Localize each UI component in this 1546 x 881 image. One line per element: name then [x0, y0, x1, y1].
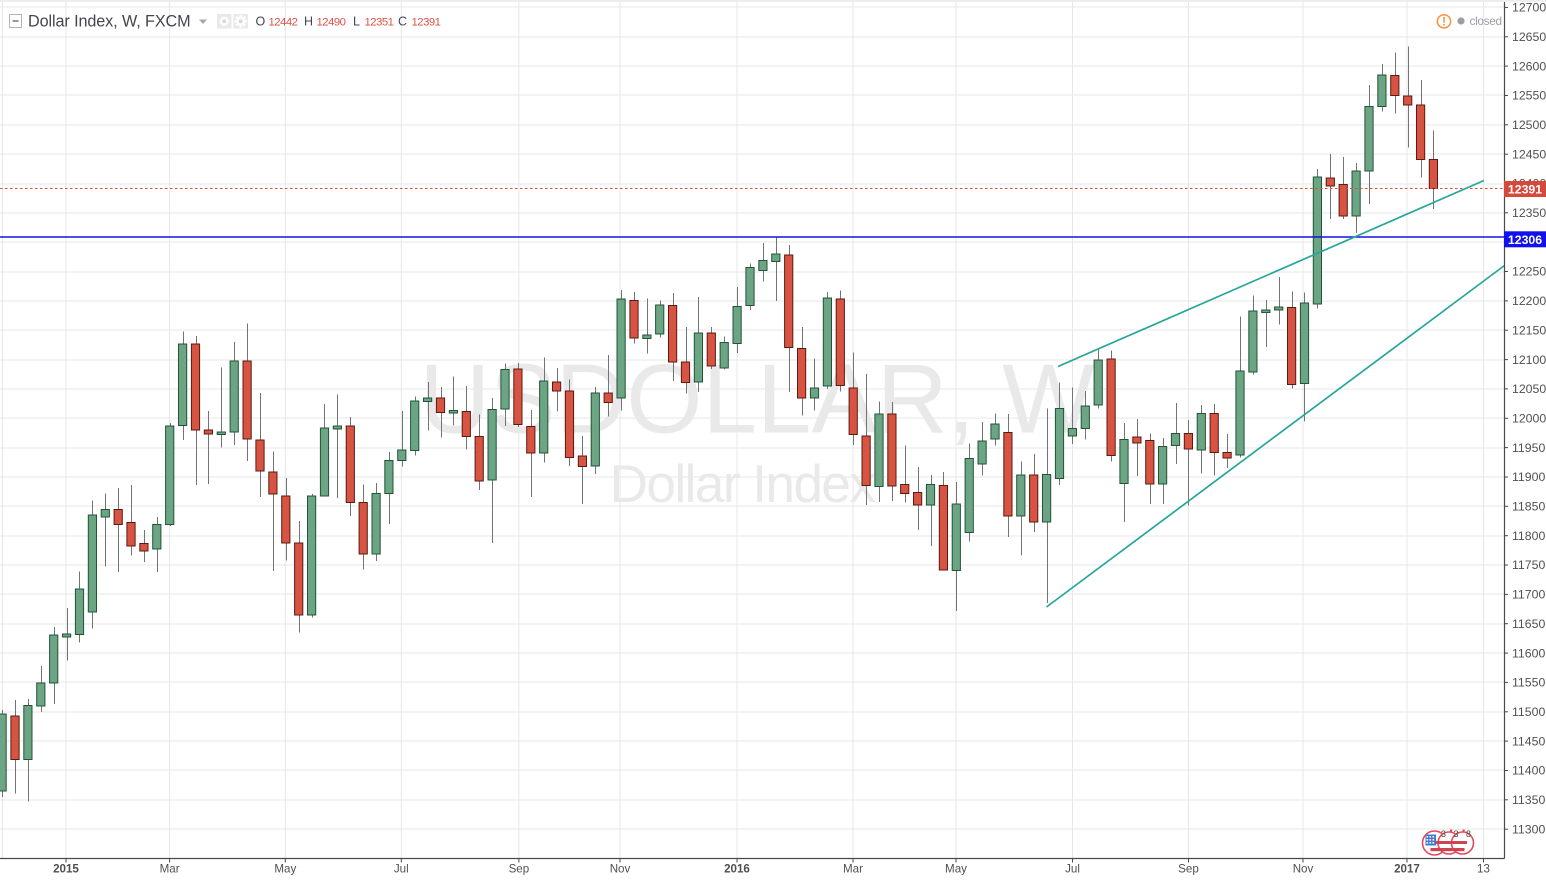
svg-text:closed: closed — [1470, 14, 1502, 28]
svg-text:12050: 12050 — [1512, 382, 1546, 396]
svg-text:11950: 11950 — [1512, 441, 1545, 455]
svg-text:11350: 11350 — [1512, 793, 1545, 807]
svg-text:May: May — [945, 863, 967, 876]
svg-text:12306: 12306 — [1508, 233, 1542, 247]
svg-text:13: 13 — [1477, 863, 1490, 876]
svg-text:12550: 12550 — [1512, 89, 1546, 103]
svg-text:11450: 11450 — [1512, 734, 1545, 748]
svg-text:11800: 11800 — [1512, 529, 1545, 543]
svg-text:2017: 2017 — [1394, 863, 1420, 876]
svg-text:11650: 11650 — [1512, 617, 1545, 631]
svg-text:Sep: Sep — [1178, 863, 1199, 876]
svg-text:12650: 12650 — [1512, 30, 1546, 44]
svg-text:11900: 11900 — [1512, 470, 1545, 484]
svg-text:11850: 11850 — [1512, 500, 1545, 514]
svg-text:Jul: Jul — [394, 863, 409, 876]
svg-text:!: ! — [1442, 17, 1446, 29]
svg-text:3: 3 — [1454, 829, 1459, 839]
svg-text:Jul: Jul — [1065, 863, 1080, 876]
svg-text:8: 8 — [1466, 829, 1471, 839]
svg-text:Nov: Nov — [1293, 863, 1314, 876]
svg-text:Dollar Index: Dollar Index — [610, 455, 876, 514]
svg-text:12700: 12700 — [1512, 1, 1546, 15]
svg-text:11400: 11400 — [1512, 764, 1545, 778]
svg-text:12450: 12450 — [1512, 147, 1546, 161]
svg-text:11750: 11750 — [1512, 558, 1545, 572]
svg-text:Sep: Sep — [509, 863, 530, 876]
svg-text:Mar: Mar — [160, 863, 180, 876]
svg-text:12500: 12500 — [1512, 118, 1546, 132]
svg-text:Nov: Nov — [610, 863, 631, 876]
svg-text:2016: 2016 — [724, 863, 750, 876]
svg-text:12200: 12200 — [1512, 294, 1546, 308]
svg-text:3: 3 — [1441, 829, 1446, 839]
svg-text:12600: 12600 — [1512, 59, 1546, 73]
svg-text:12000: 12000 — [1512, 412, 1546, 426]
svg-text:11600: 11600 — [1512, 646, 1545, 660]
svg-text:May: May — [274, 863, 296, 876]
svg-text:11300: 11300 — [1512, 822, 1545, 836]
svg-text:12350: 12350 — [1512, 206, 1546, 220]
svg-text:Dollar Index, W, FXCM: Dollar Index, W, FXCM — [28, 13, 191, 31]
svg-text:11700: 11700 — [1512, 588, 1545, 602]
svg-text:12100: 12100 — [1512, 353, 1546, 367]
svg-text:12250: 12250 — [1512, 265, 1546, 279]
svg-text:11550: 11550 — [1512, 676, 1545, 690]
svg-text:11500: 11500 — [1512, 705, 1545, 719]
svg-text:2015: 2015 — [53, 863, 79, 876]
svg-text:12391: 12391 — [1508, 183, 1542, 197]
svg-text:Mar: Mar — [843, 863, 863, 876]
svg-text:12150: 12150 — [1512, 323, 1546, 337]
